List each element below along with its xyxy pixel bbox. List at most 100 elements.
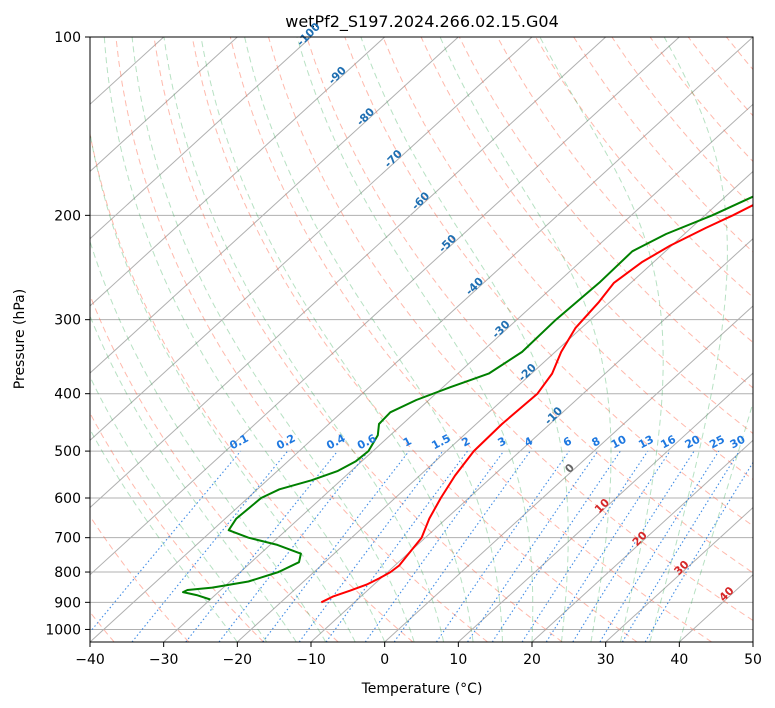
mixing-ratio-line: [521, 450, 649, 642]
mixing-ratio-label: 1: [401, 434, 414, 449]
isotherm-line: [752, 641, 753, 642]
dry-adiabat: [115, 37, 488, 642]
dry-adiabat: [90, 515, 190, 642]
moist-adiabat: [539, 37, 664, 642]
x-tick-label: 30: [597, 652, 615, 668]
mixing-ratio-label: 1.5: [429, 432, 452, 453]
moist-adiabat: [90, 130, 356, 642]
mixing-ratio-line: [545, 450, 671, 642]
isotherm-line: [90, 37, 607, 509]
isotherm-line: [90, 37, 238, 173]
dewpoint-profile: [182, 195, 753, 601]
y-tick-label: 800: [54, 565, 81, 581]
dry-adiabat: [90, 131, 414, 642]
mixing-ratio-line: [325, 450, 468, 642]
profile-lines: [182, 195, 753, 604]
isotherm-label: 30: [672, 558, 692, 578]
y-axis-label: Pressure (hPa): [12, 289, 28, 389]
x-tick-label: −10: [296, 652, 326, 668]
mixing-ratio-line: [435, 450, 570, 642]
mixing-ratio-line: [572, 450, 695, 642]
isotherm-line: [90, 37, 312, 240]
dry-adiabat: [726, 37, 753, 71]
dry-adiabat: [382, 37, 753, 481]
moist-adiabat: [649, 37, 728, 642]
mixing-ratio-label: 16: [658, 433, 678, 452]
isotherm-line: [163, 103, 753, 642]
isotherm-label: -70: [382, 147, 405, 170]
mixing-ratio-line: [467, 450, 599, 642]
background-lines: [90, 37, 775, 642]
isotherm-label: -10: [542, 404, 565, 427]
dry-adiabat: [268, 37, 753, 622]
isotherm-line: [90, 37, 533, 442]
dry-adiabat: [765, 37, 775, 642]
mixing-ratio-label: 0.2: [274, 432, 297, 453]
dry-adiabat: [535, 37, 753, 298]
chart-title: wetPf2_S197.2024.266.02.15.G04: [285, 12, 559, 32]
mixing-ratio-label: 10: [609, 433, 629, 452]
mixing-ratio-label: 6: [561, 434, 574, 449]
y-tick-label: 700: [54, 531, 81, 547]
isotherm-line: [90, 37, 753, 642]
dry-adiabat: [496, 37, 753, 344]
mixing-ratio-line: [393, 450, 531, 642]
y-tick-label: 300: [54, 313, 81, 329]
dry-adiabat: [306, 37, 753, 574]
moist-adiabat: [131, 37, 415, 642]
mixing-ratio-line: [262, 450, 410, 642]
isotherm-line: [605, 506, 753, 642]
isotherm-label: -80: [354, 105, 377, 128]
mixing-ratio-label: 30: [728, 433, 748, 452]
dry-adiabat: [687, 37, 753, 117]
mixing-ratio-label: 13: [636, 433, 656, 452]
isotherm-line: [310, 237, 753, 642]
mixing-ratio-label: 8: [590, 434, 603, 449]
y-tick-label: 100: [54, 30, 81, 46]
moist-adiabat: [244, 37, 503, 642]
mixing-ratio-line: [364, 450, 505, 642]
dry-adiabat: [153, 37, 563, 642]
isotherm-line: [90, 37, 680, 576]
mixing-ratio-line: [218, 450, 369, 642]
moist-adiabat: [90, 239, 327, 642]
isotherm-label: -30: [489, 318, 512, 341]
plot-frame: [89, 36, 754, 643]
moist-adiabat: [200, 37, 474, 642]
y-tick-label: 200: [54, 208, 81, 224]
dry-adiabat: [90, 412, 264, 642]
isotherm-line: [90, 37, 386, 307]
moist-adiabat: [439, 37, 612, 642]
mixing-ratio-line: [298, 450, 444, 642]
dry-adiabat: [649, 37, 753, 163]
moist-adiabat: [360, 37, 569, 642]
mixing-ratio-label: 25: [707, 433, 727, 452]
moist-adiabat: [296, 37, 534, 642]
moist-adiabat: [163, 37, 445, 642]
mixing-ratio-line: [599, 450, 720, 642]
axis-ticks: −40 −30 −20 −10 0 10 20 30 40 50 1000 900 800 700 600 5…: [45, 30, 762, 668]
x-tick-label: −40: [75, 652, 105, 668]
y-tick-label: 1000: [45, 622, 81, 638]
moist-adiabat: [90, 375, 268, 642]
isotherm-line: [90, 37, 459, 374]
y-tick-label: 900: [54, 595, 81, 611]
isotherm-label: -50: [436, 232, 459, 255]
temperature-profile: [320, 204, 753, 604]
x-tick-label: 0: [380, 652, 389, 668]
mixing-ratio-line: [491, 450, 621, 642]
x-tick-label: −30: [149, 652, 179, 668]
isotherm-line: [531, 439, 753, 642]
x-tick-label: 10: [449, 652, 467, 668]
y-tick-label: 600: [54, 491, 81, 507]
x-tick-label: −20: [223, 652, 253, 668]
isotherm-label: 40: [717, 584, 737, 604]
y-tick-label: 500: [54, 444, 81, 460]
mixing-ratio-line: [621, 450, 740, 642]
x-axis-label: Temperature (°C): [361, 681, 483, 697]
moist-adiabat: [90, 314, 297, 642]
dry-adiabat: [611, 37, 753, 208]
dry-adiabat: [344, 37, 753, 527]
dry-adiabat: [191, 37, 638, 642]
